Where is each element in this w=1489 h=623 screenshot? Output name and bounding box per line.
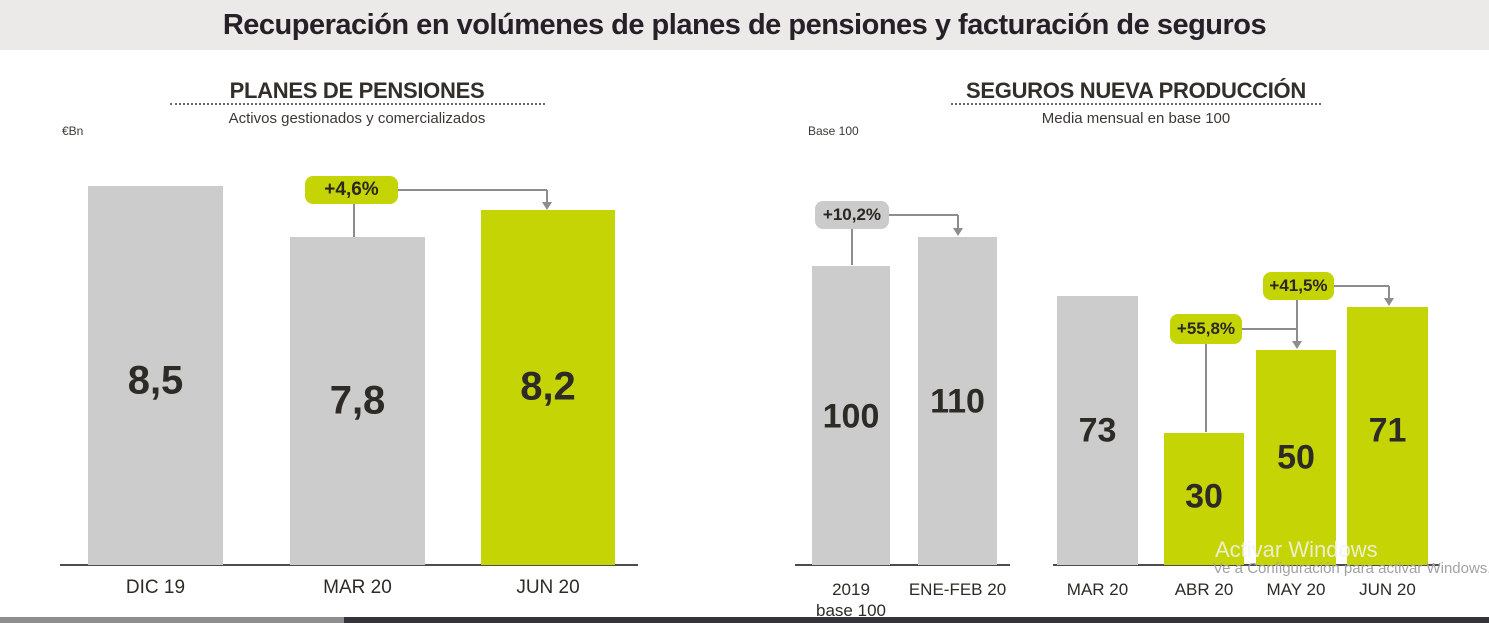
pensions-chart-title: PLANES DE PENSIONES: [229, 78, 485, 103]
page-title: Recuperación en volúmenes de planes de p…: [222, 9, 1267, 41]
x-axis-label: 2019 base 100: [816, 580, 886, 620]
bar-value-label: 30: [1185, 477, 1223, 516]
connector-line: [1205, 344, 1207, 432]
bottom-strip-left: [0, 617, 344, 623]
connector-line: [353, 204, 355, 237]
x-axis-label: JUN 20: [1359, 580, 1416, 599]
bar-value-label: 71: [1368, 411, 1407, 450]
x-axis-label: MAR 20: [1066, 580, 1129, 599]
bar-value-label: 50: [1277, 438, 1315, 477]
insurance-dotted-rule: [951, 103, 1321, 105]
x-axis-label: JUN 20: [516, 577, 580, 598]
bar-value-label: 110: [930, 382, 985, 421]
pensions-dotted-rule: [170, 103, 545, 105]
annotation-badge-55-8: +55,8%: [1170, 314, 1242, 344]
bar-jun-20: [481, 210, 615, 565]
arrow-down-icon: [953, 228, 963, 236]
arrow-down-icon: [1384, 298, 1394, 306]
insurance-chart-subtitle: Media mensual en base 100: [1041, 110, 1231, 127]
bar-value-label: 8,2: [520, 364, 576, 409]
x-axis-label: DIC 19: [125, 577, 186, 598]
insurance-x-axis-months: [1053, 564, 1440, 566]
connector-line: [851, 229, 853, 265]
bar-2019-base-100: [812, 266, 890, 565]
arrow-down-icon: [542, 202, 552, 210]
windows-activation-watermark: Activar Windows: [1215, 537, 1378, 562]
title-bar: Recuperación en volúmenes de planes de p…: [0, 0, 1489, 50]
connector-line: [1242, 328, 1297, 330]
arrow-down-icon: [1292, 341, 1302, 349]
bar-ene-feb-20: [918, 237, 997, 565]
x-axis-label: ENE-FEB 20: [908, 580, 1007, 599]
insurance-unit-label: Base 100: [808, 124, 859, 138]
annotation-badge-41-5: +41,5%: [1263, 272, 1334, 300]
pensions-unit-label: €Bn: [62, 124, 84, 138]
bar-mar-20: [290, 237, 425, 565]
bar-value-label: 100: [822, 397, 880, 436]
connector-line: [1296, 300, 1298, 342]
connector-line: [1334, 285, 1389, 287]
annotation-badge-10-2: +10,2%: [815, 201, 889, 229]
connector-line: [957, 215, 959, 229]
bar-abr-20: [1164, 433, 1244, 565]
pensions-chart-subtitle: Activos gestionados y comercializados: [228, 110, 486, 127]
x-axis-label: ABR 20: [1174, 580, 1234, 599]
x-axis-label: MAY 20: [1266, 580, 1326, 599]
bar-value-label: 8,5: [127, 358, 184, 403]
annotation-badge-4-6: +4,6%: [305, 176, 398, 204]
bar-dic-19: [88, 186, 223, 565]
bar-mar-20: [1057, 296, 1138, 565]
connector-line: [889, 214, 958, 216]
bar-may-20: [1256, 350, 1336, 565]
pensions-x-axis: [60, 564, 638, 566]
bar-value-label: 73: [1078, 411, 1117, 450]
windows-activation-watermark-hint: Ve a Configuración para activar Windows.: [1213, 560, 1489, 577]
connector-line: [398, 189, 547, 191]
bar-jun-20: [1347, 307, 1428, 565]
x-axis-label: MAR 20: [323, 577, 392, 598]
insurance-x-axis-base: [795, 564, 1010, 566]
connector-line: [546, 190, 548, 203]
bar-value-label: 7,8: [329, 378, 386, 423]
connector-line: [1388, 286, 1390, 299]
bottom-strip-right: [344, 617, 1489, 623]
insurance-chart-title: SEGUROS NUEVA PRODUCCIÓN: [966, 78, 1306, 103]
